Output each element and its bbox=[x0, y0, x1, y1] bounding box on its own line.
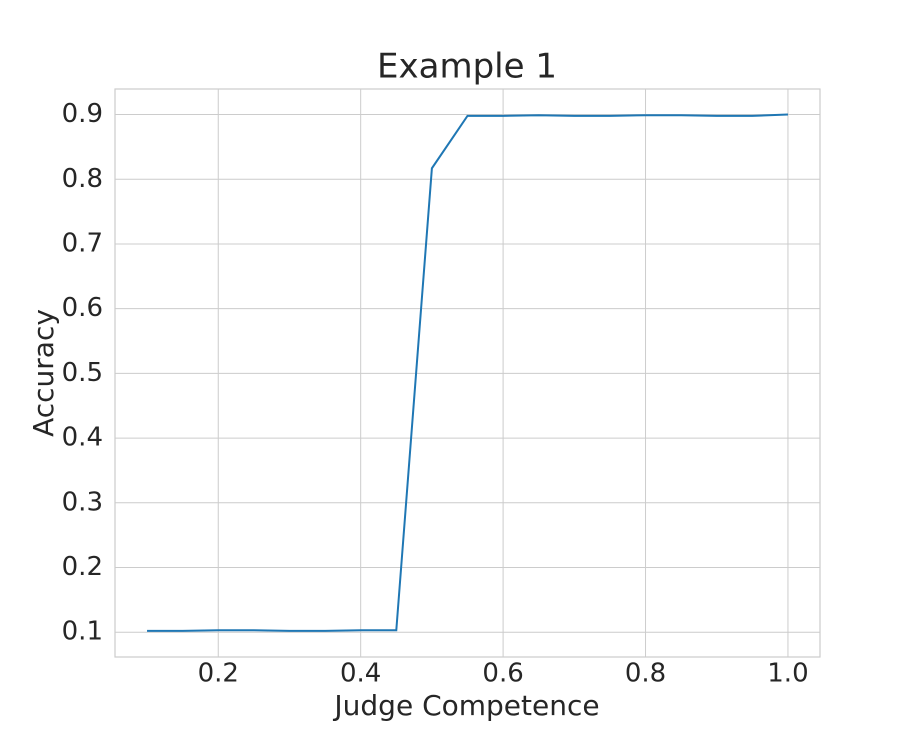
plot-frame bbox=[114, 88, 821, 658]
x-tick-label: 0.8 bbox=[625, 659, 666, 689]
data-line bbox=[147, 113, 788, 632]
x-tick-label: 1.0 bbox=[767, 659, 808, 689]
x-tick-label: 0.4 bbox=[340, 659, 381, 689]
y-tick-label: 0.4 bbox=[62, 423, 103, 453]
x-tick-label: 0.6 bbox=[482, 659, 523, 689]
y-tick-label: 0.8 bbox=[62, 164, 103, 194]
y-tick-label: 0.1 bbox=[62, 617, 103, 647]
y-tick-label: 0.2 bbox=[62, 552, 103, 582]
y-tick-label: 0.3 bbox=[62, 487, 103, 517]
x-tick-label: 0.2 bbox=[198, 659, 239, 689]
chart-title: Example 1 bbox=[377, 47, 557, 87]
x-axis-label: Judge Competence bbox=[332, 689, 599, 722]
y-tick-label: 0.9 bbox=[62, 99, 103, 129]
y-tick-label: 0.5 bbox=[62, 358, 103, 388]
y-tick-label: 0.6 bbox=[62, 293, 103, 323]
y-tick-label: 0.7 bbox=[62, 228, 103, 258]
y-axis-label: Accuracy bbox=[27, 309, 60, 437]
